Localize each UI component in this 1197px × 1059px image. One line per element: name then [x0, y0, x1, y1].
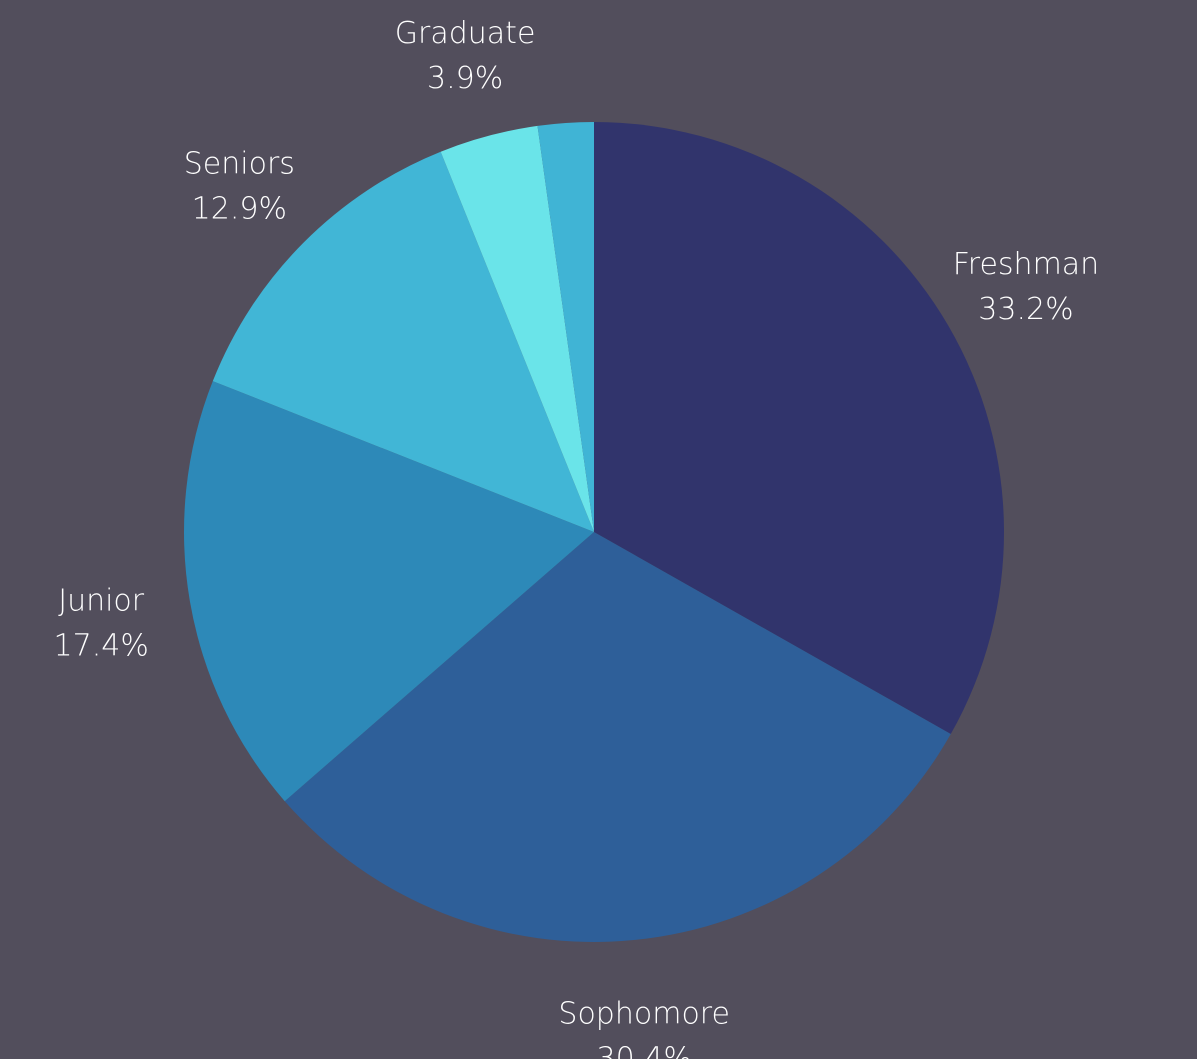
- pie-labels: Freshman 33.2% Sophomore 30.4% Junior 17.4% Se…: [54, 16, 1100, 1059]
- pie-slices: [184, 122, 1005, 942]
- slice-value-sophomore: 30.4%: [597, 1041, 692, 1059]
- slice-value-freshman: 33.2%: [978, 292, 1073, 327]
- pie-slice-other: [537, 122, 594, 532]
- pie-slice-sophomore: [284, 532, 951, 942]
- pie-slice-junior: [184, 381, 594, 802]
- pie-slice-freshman: [594, 122, 1005, 735]
- slice-value-junior: 17.4%: [54, 628, 149, 663]
- slice-value-seniors: 12.9%: [192, 192, 287, 227]
- slice-label-sophomore: Sophomore: [558, 996, 730, 1031]
- slice-value-graduate: 3.9%: [427, 61, 503, 96]
- pie-slice-seniors: [212, 151, 595, 532]
- slice-label-seniors: Seniors: [184, 147, 295, 182]
- pie-slice-graduate: [440, 125, 594, 532]
- slice-label-graduate: Graduate: [395, 16, 536, 51]
- slice-label-freshman: Freshman: [953, 247, 1099, 282]
- slice-label-junior: Junior: [58, 583, 145, 618]
